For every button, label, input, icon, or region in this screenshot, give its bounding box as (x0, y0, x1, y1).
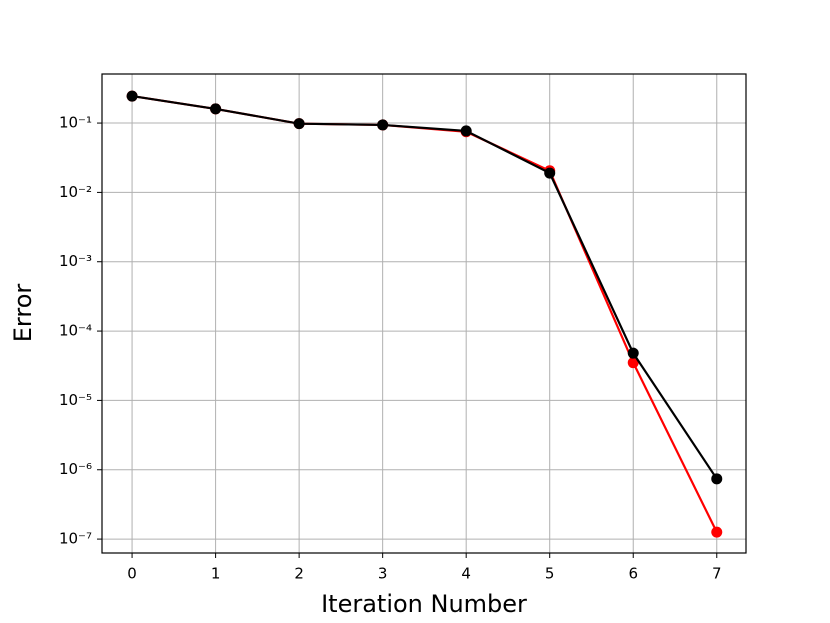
point (627, 357, 639, 369)
x-axis-label: Iteration Number (321, 590, 527, 618)
point (460, 125, 472, 137)
point (711, 473, 723, 485)
y-tick-label: 10⁻⁵ (59, 391, 92, 409)
y-tick-label: 10⁻⁴ (59, 322, 92, 340)
x-tick-label: 7 (712, 565, 722, 583)
y-axis-label: Error (9, 284, 37, 343)
point (377, 119, 389, 131)
x-tick-label: 1 (211, 565, 221, 583)
x-tick-label: 3 (378, 565, 388, 583)
series-line (131, 94, 718, 533)
x-tick-label: 6 (628, 565, 638, 583)
y-tick-label: 10⁻¹ (59, 114, 92, 132)
point (126, 90, 138, 102)
point (711, 526, 723, 538)
y-tick-label: 10⁻³ (59, 252, 92, 270)
y-tick-label: 10⁻⁷ (59, 530, 92, 548)
point (627, 347, 639, 359)
y-tick-label: 10⁻⁶ (59, 460, 92, 478)
point (544, 167, 556, 179)
y-tick-label: 10⁻² (59, 183, 92, 201)
point (210, 103, 222, 115)
x-tick-label: 2 (294, 565, 304, 583)
x-tick-label: 5 (545, 565, 555, 583)
x-tick-label: 4 (461, 565, 471, 583)
series-line (131, 94, 718, 480)
plot-frame (101, 73, 747, 554)
point (293, 118, 305, 130)
x-tick-label: 0 (127, 565, 137, 583)
